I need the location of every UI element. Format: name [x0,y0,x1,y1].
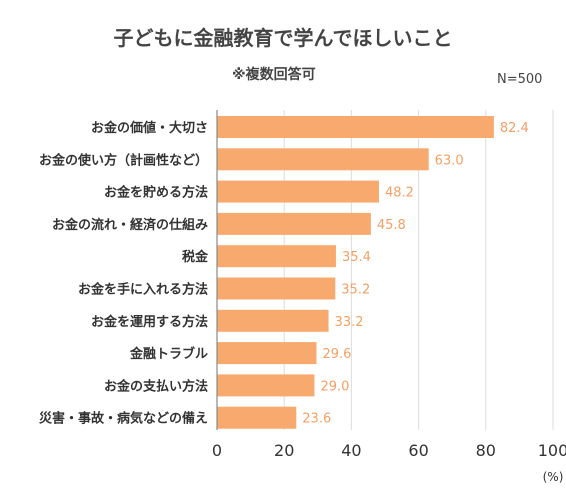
value-label: 45.8 [377,218,406,233]
value-label: 48.2 [385,186,414,201]
bar [217,148,429,171]
value-label: 23.6 [302,412,331,427]
category-label: お金の価値・大切さ [91,120,208,136]
value-label: 35.2 [341,283,370,298]
category-label: お金の使い方（計画性など） [39,152,208,168]
category-label: お金を運用する方法 [91,314,208,330]
x-tick-label: 80 [476,441,496,460]
value-label: 82.4 [500,121,529,136]
value-label: 63.0 [435,153,464,168]
bar [217,116,494,138]
value-label: 29.0 [320,379,349,394]
bar [217,180,379,203]
value-label: 29.6 [322,347,351,362]
bar [217,245,336,268]
category-label: お金の流れ・経済の仕組み [52,217,208,233]
category-label: 金融トラブル [129,346,208,362]
bar [217,406,297,429]
bar [217,342,317,365]
x-tick-label: 40 [341,441,361,460]
category-label: お金を手に入れる方法 [78,282,208,298]
bar [217,374,315,397]
category-label: 税金 [182,249,209,265]
x-axis-unit: (%) [543,470,564,484]
value-label: 35.4 [342,250,371,265]
bar [217,277,336,300]
category-label: お金を貯める方法 [104,185,208,201]
category-label: 災害・事故・病気などの備え [39,411,208,427]
x-tick-label: 0 [212,441,222,460]
sample-size: N=500 [497,72,543,87]
x-tick-label: 100 [538,441,566,460]
category-label: お金の支払い方法 [104,378,208,394]
x-tick-label: 60 [408,441,428,460]
bar [217,309,329,332]
chart-subtitle: ※複数回答可 [232,67,316,83]
bar [217,212,371,235]
chart-title: 子どもに金融教育で学んでほしいこと [113,26,453,50]
x-tick-label: 20 [274,441,294,460]
value-label: 33.2 [335,315,364,330]
